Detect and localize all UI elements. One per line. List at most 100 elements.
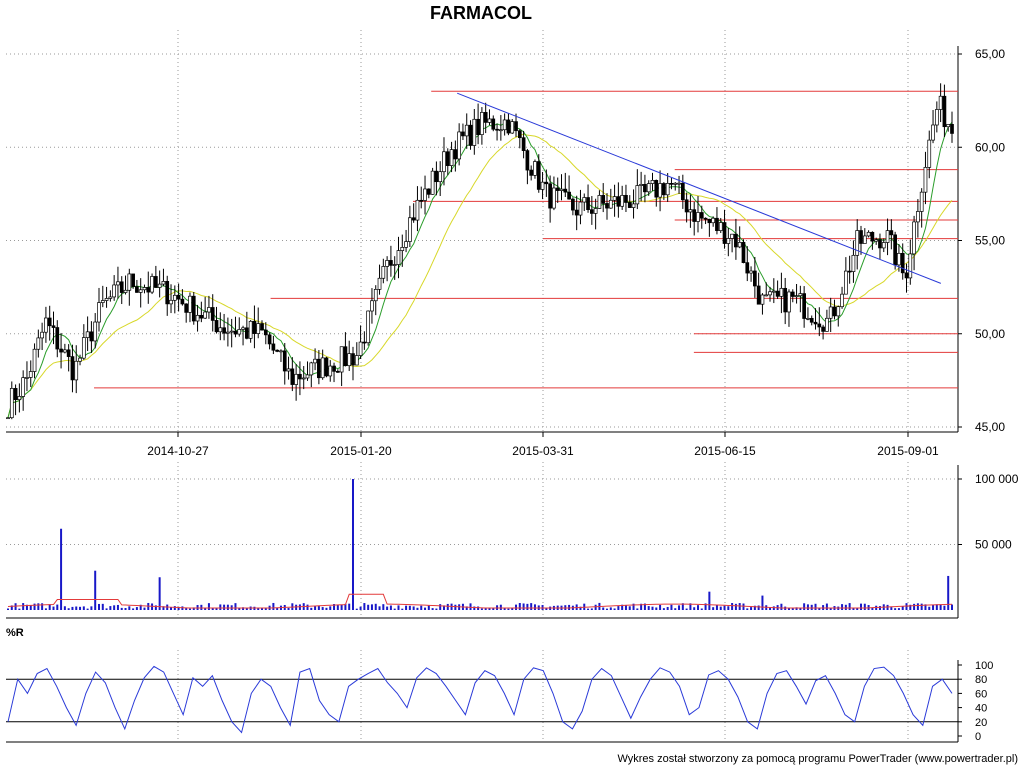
candle-body xyxy=(806,318,810,320)
candle-body xyxy=(756,285,761,305)
candle-body xyxy=(749,270,753,274)
candle-body xyxy=(643,184,647,193)
candle-body xyxy=(381,266,386,279)
candle-body xyxy=(123,289,128,293)
candle-body xyxy=(180,298,185,305)
candle-body xyxy=(119,281,124,293)
candle-body xyxy=(635,185,640,205)
candle-body xyxy=(127,273,132,291)
candle-body xyxy=(483,112,488,123)
candle-body xyxy=(138,289,143,293)
price-y-tick-label: 60,00 xyxy=(975,140,1005,154)
candle-body xyxy=(404,241,408,248)
candle-body xyxy=(798,293,803,297)
oscillator-y-tick-label: 100 xyxy=(975,660,993,672)
candle-body xyxy=(335,370,340,373)
williams-r-line xyxy=(7,665,953,734)
candle-body xyxy=(400,247,405,251)
candle-body xyxy=(248,320,253,339)
oscillator-label: %R xyxy=(6,627,24,639)
candle-body xyxy=(442,151,446,173)
volume-y-tick-label: 50 000 xyxy=(975,538,1012,552)
candle-body xyxy=(540,181,545,190)
candle-body xyxy=(491,118,496,130)
candle-body xyxy=(919,191,924,212)
candle-body xyxy=(783,287,788,313)
candle-body xyxy=(874,239,879,242)
candle-body xyxy=(662,183,666,196)
candle-body xyxy=(298,373,302,380)
candle-body xyxy=(828,306,833,319)
candle-body xyxy=(775,290,780,297)
candle-body xyxy=(688,209,693,213)
candle-body xyxy=(825,317,829,332)
candle-body xyxy=(620,194,625,207)
candle-body xyxy=(408,217,412,242)
candle-body xyxy=(172,294,177,301)
candle-body xyxy=(199,314,204,319)
candle-body xyxy=(555,187,560,191)
candle-body xyxy=(332,365,336,372)
candle-body xyxy=(150,276,154,293)
volume-y-ticks: 50 000 100 000 xyxy=(958,472,1019,552)
candle-body xyxy=(252,320,257,334)
candle-body xyxy=(741,242,746,263)
candle-body xyxy=(665,183,670,196)
candle-body xyxy=(574,209,579,216)
candle-body xyxy=(373,289,378,302)
candle-body xyxy=(707,218,712,224)
candle-body xyxy=(544,181,549,185)
candle-body xyxy=(260,323,264,331)
candle-body xyxy=(787,291,791,313)
price-x-ticks: 2014-10-27 2015-01-20 2015-03-31 2015-06-15… xyxy=(147,432,939,458)
candle-body xyxy=(866,231,871,237)
candle-body xyxy=(525,150,530,171)
candle-body xyxy=(226,331,230,334)
candle-body xyxy=(900,252,905,274)
candle-body xyxy=(950,124,954,134)
candle-body xyxy=(552,187,556,209)
candle-body xyxy=(601,195,606,204)
candle-body xyxy=(855,230,860,256)
candle-body xyxy=(396,250,401,265)
candle-body xyxy=(627,202,632,208)
candle-body xyxy=(934,109,939,126)
candle-body xyxy=(74,360,79,381)
candle-body xyxy=(794,295,799,298)
price-x-tick-label: 2015-06-15 xyxy=(694,444,756,458)
candle-body xyxy=(480,112,484,135)
price-candles xyxy=(6,83,954,420)
candle-body xyxy=(203,311,207,319)
candle-body xyxy=(654,180,659,198)
candle-body xyxy=(885,230,890,243)
candle-body xyxy=(616,196,621,207)
candle-body xyxy=(597,195,602,209)
candle-body xyxy=(938,95,943,110)
candle-body xyxy=(176,294,181,300)
candle-body xyxy=(25,377,29,379)
candle-body xyxy=(495,128,499,131)
candle-body xyxy=(684,199,689,213)
candle-body xyxy=(28,371,33,378)
candle-body xyxy=(233,330,238,335)
candle-body xyxy=(942,95,947,128)
candle-body xyxy=(389,260,393,266)
candle-body xyxy=(726,238,731,244)
oscillator-reference-lines xyxy=(6,678,958,723)
candle-body xyxy=(438,171,443,183)
candle-body xyxy=(55,327,60,350)
candle-body xyxy=(434,170,439,183)
candle-body xyxy=(514,121,518,132)
candle-body xyxy=(639,184,643,186)
candle-body xyxy=(40,331,44,339)
candle-body xyxy=(290,368,295,385)
candle-body xyxy=(453,149,458,160)
candle-body xyxy=(923,167,928,193)
candle-body xyxy=(135,286,139,293)
candle-body xyxy=(499,129,503,132)
candle-body xyxy=(771,290,776,293)
candle-body xyxy=(317,358,321,379)
candle-body xyxy=(195,314,200,322)
candle-body xyxy=(745,262,750,274)
